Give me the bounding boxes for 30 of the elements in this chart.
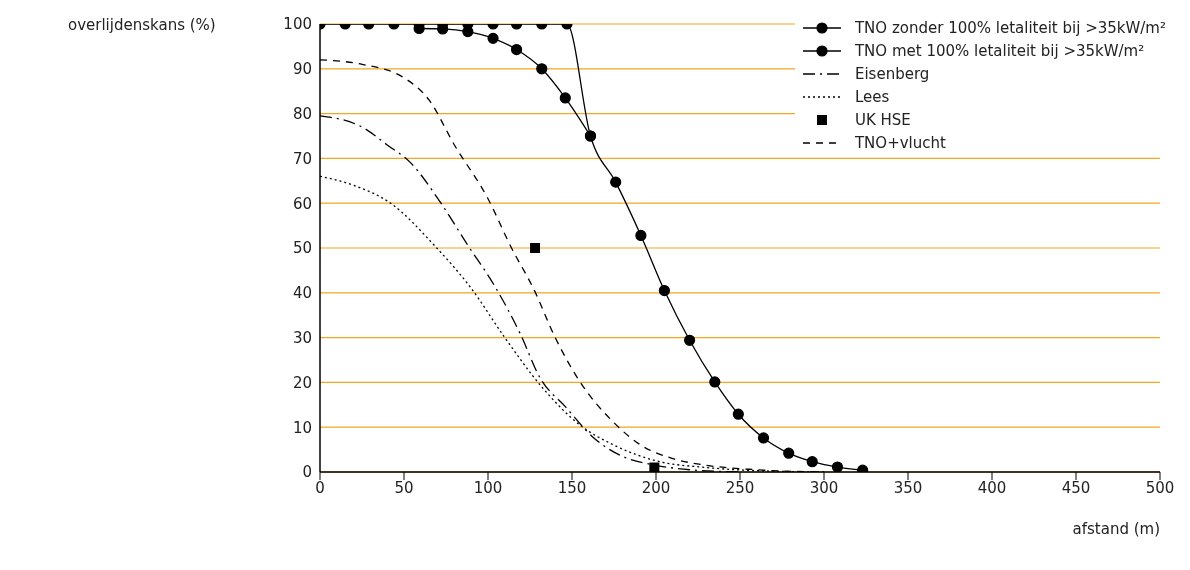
x-tick-label: 150 — [557, 478, 587, 497]
x-tick-label: 300 — [809, 478, 839, 497]
y-axis-title: overlijdenskans (%) — [68, 16, 216, 34]
x-tick-label: 100 — [473, 478, 503, 497]
x-axis-title: afstand (m) — [1072, 520, 1160, 538]
legend-label: UK HSE — [854, 110, 911, 129]
y-tick-label: 60 — [292, 194, 312, 213]
legend-label: TNO zonder 100% letaliteit bij >35kW/m² — [854, 18, 1166, 37]
y-tick-label: 0 — [302, 463, 312, 482]
x-tick-label: 500 — [1145, 478, 1175, 497]
x-tick-label: 0 — [315, 478, 325, 497]
y-tick-label: 10 — [292, 418, 312, 437]
x-tick-label: 50 — [394, 478, 414, 497]
y-tick-label: 50 — [292, 239, 312, 258]
legend-label: TNO+vlucht — [854, 133, 946, 152]
y-tick-label: 100 — [283, 15, 312, 34]
x-tick-label: 400 — [977, 478, 1007, 497]
y-tick-label: 80 — [292, 104, 312, 123]
y-tick-label: 40 — [292, 284, 312, 303]
x-tick-label: 200 — [641, 478, 671, 497]
x-tick-label: 450 — [1061, 478, 1091, 497]
y-tick-label: 20 — [292, 373, 312, 392]
x-tick-label: 350 — [893, 478, 923, 497]
y-tick-label: 70 — [292, 149, 312, 168]
legend-label: TNO met 100% letaliteit bij >35kW/m² — [854, 41, 1145, 60]
legend-label: Eisenberg — [854, 64, 930, 83]
y-tick-label: 30 — [292, 328, 312, 347]
y-tick-label: 90 — [292, 60, 312, 79]
x-tick-label: 250 — [725, 478, 755, 497]
legend-label: Lees — [854, 87, 890, 106]
